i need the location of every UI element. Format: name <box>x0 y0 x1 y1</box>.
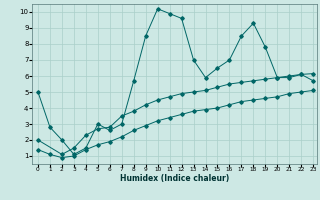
X-axis label: Humidex (Indice chaleur): Humidex (Indice chaleur) <box>120 174 229 183</box>
